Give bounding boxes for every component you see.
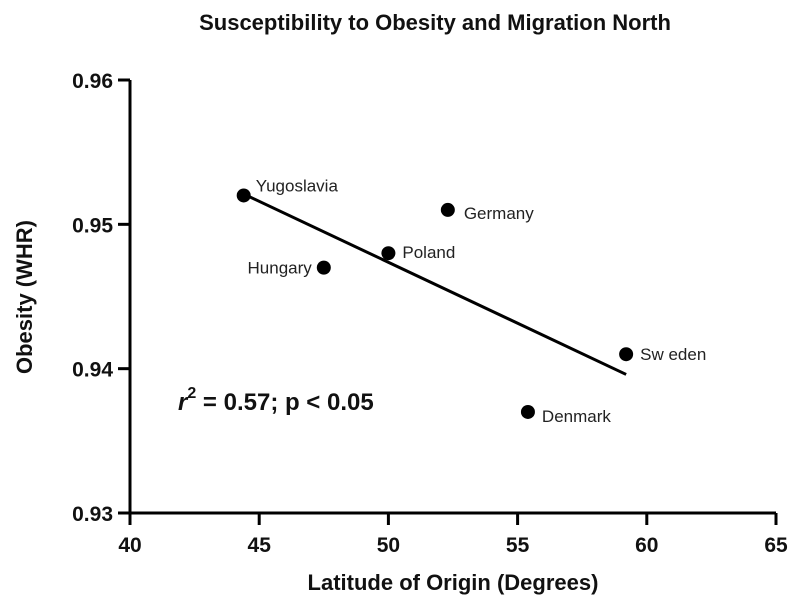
x-axis-title: Latitude of Origin (Degrees) <box>308 570 599 595</box>
x-tick-label: 45 <box>248 534 272 557</box>
y-tick-label: 0.96 <box>72 70 113 93</box>
point-label: Denmark <box>542 407 611 426</box>
x-tick-label: 50 <box>377 534 400 557</box>
annotation-rest: = 0.57; p < 0.05 <box>196 389 373 416</box>
x-ticks: 40 45 50 55 60 65 <box>118 513 788 557</box>
regression-line <box>243 192 627 376</box>
x-tick-label: 65 <box>764 534 788 557</box>
annotation-r: r <box>178 389 189 416</box>
chart-title: Susceptibility to Obesity and Migration … <box>199 10 671 35</box>
y-axis-title: Obesity (WHR) <box>12 220 37 374</box>
y-ticks: 0.93 0.94 0.95 0.96 <box>72 70 130 526</box>
y-tick-label: 0.94 <box>72 359 113 382</box>
x-tick-label: 40 <box>118 534 141 557</box>
correlation-annotation: r2 = 0.57; p < 0.05 <box>178 385 374 416</box>
data-point <box>520 404 535 419</box>
x-tick-label: 60 <box>635 534 658 557</box>
y-tick-label: 0.95 <box>72 214 113 237</box>
data-point <box>316 260 331 275</box>
point-label: Yugoslavia <box>256 176 339 195</box>
data-point <box>440 202 455 217</box>
point-label: Sw eden <box>640 345 706 364</box>
data-point <box>236 188 251 203</box>
point-label: Poland <box>402 243 455 262</box>
point-labels: Yugoslavia Germany Poland Hungary Sw eden Den… <box>248 176 707 426</box>
y-tick-label: 0.93 <box>72 503 113 526</box>
point-label: Hungary <box>248 259 313 278</box>
data-points <box>236 188 634 419</box>
annotation-superscript: 2 <box>187 385 196 402</box>
axes <box>128 80 776 515</box>
x-tick-label: 55 <box>506 534 530 557</box>
point-label: Germany <box>464 204 534 223</box>
data-point <box>381 246 396 261</box>
data-point <box>619 347 634 362</box>
